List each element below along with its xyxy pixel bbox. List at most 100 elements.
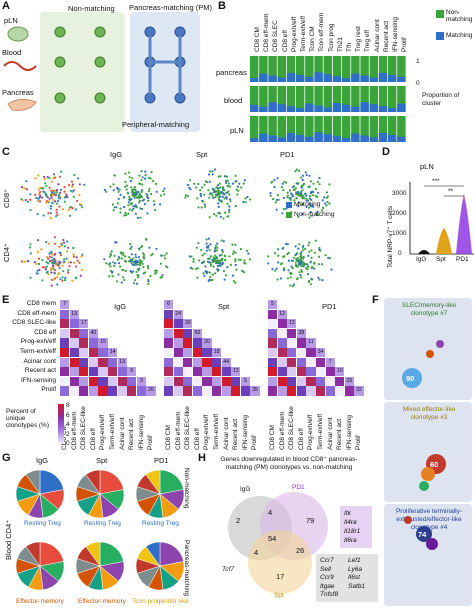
umap-point	[309, 211, 312, 214]
umap-point	[126, 191, 129, 194]
b-col-15: IFN-sensing	[392, 16, 399, 52]
b-bar-nm-1-10	[342, 86, 351, 112]
umap-point	[136, 276, 140, 279]
umap-point	[324, 254, 327, 257]
umap-point	[273, 179, 276, 182]
umap-point	[301, 249, 304, 252]
e-cell	[79, 376, 89, 386]
umap-point	[305, 194, 308, 197]
umap-point	[66, 240, 69, 243]
b-col-13: Acinar cont	[373, 19, 381, 52]
e-cell	[164, 376, 174, 386]
b-bar-nm-2-11	[351, 116, 360, 142]
umap-point	[282, 269, 285, 272]
umap-point	[35, 262, 38, 265]
umap-point	[125, 184, 128, 187]
umap-point	[153, 203, 156, 206]
umap-point	[122, 269, 125, 272]
umap-point	[125, 213, 128, 217]
umap-point	[159, 203, 162, 206]
umap-point	[58, 267, 61, 270]
e-cell: 44	[221, 357, 231, 367]
umap-point	[105, 262, 108, 265]
umap-point	[69, 189, 72, 192]
umap-point	[200, 248, 203, 252]
pie-slice	[25, 469, 41, 495]
umap-point	[37, 257, 41, 260]
umap-point	[103, 258, 106, 261]
e-cell	[173, 348, 183, 358]
umap-point	[65, 257, 68, 260]
umap-point	[314, 239, 317, 242]
umap-point	[141, 252, 145, 255]
e-cell	[98, 348, 108, 358]
umap-point	[307, 273, 310, 276]
umap-point	[290, 265, 293, 268]
b-bar-nm-1-7	[314, 86, 323, 112]
umap-point	[309, 283, 312, 286]
umap-point	[214, 254, 217, 257]
e-cell	[192, 357, 202, 367]
umap-point	[209, 264, 212, 267]
umap-point	[208, 249, 211, 252]
e-cell	[164, 338, 174, 348]
umap-point	[72, 253, 75, 256]
e-cell	[268, 328, 278, 338]
e-cell	[69, 357, 79, 367]
umap-point	[302, 195, 305, 198]
umap-point	[222, 240, 225, 243]
umap-point	[68, 214, 71, 217]
e-col-1-3: CD8 eff	[193, 428, 201, 450]
e-cell: 10	[335, 367, 345, 377]
e-cell	[268, 338, 278, 348]
b-bar-m-2-16	[397, 136, 406, 142]
e-cell	[79, 386, 89, 396]
e-cell	[325, 386, 335, 396]
umap-point	[42, 214, 45, 217]
umap-point	[149, 274, 152, 278]
umap-point	[47, 257, 50, 260]
umap-point	[207, 237, 210, 240]
umap-point	[50, 271, 53, 274]
umap-point	[271, 268, 274, 271]
row-pln: pLN	[230, 126, 244, 135]
umap-point	[129, 270, 132, 273]
umap-point	[321, 263, 324, 266]
umap-point	[225, 191, 228, 194]
umap-point	[54, 268, 57, 271]
b-bar-nm-0-4	[286, 56, 296, 82]
umap-point	[134, 256, 138, 259]
umap-point	[239, 258, 242, 261]
umap-point	[209, 170, 212, 173]
umap-point	[103, 188, 106, 191]
umap-point	[50, 267, 53, 270]
umap-point	[298, 258, 302, 261]
umap-point	[318, 255, 321, 258]
umap-point	[302, 244, 305, 248]
umap-point	[217, 202, 220, 205]
umap-point	[231, 243, 234, 246]
e-col-0-2: CD8 SLEC-like	[80, 406, 88, 450]
e-cell: 7	[60, 300, 70, 310]
umap-point	[78, 261, 81, 264]
b-bar-m-1-12	[360, 102, 369, 112]
umap-point	[299, 274, 302, 277]
umap-point	[217, 175, 220, 178]
umap-point	[136, 273, 139, 277]
umap-point	[143, 203, 147, 206]
umap-point	[291, 267, 294, 270]
b-bar-m-0-1	[259, 73, 268, 82]
umap-point	[67, 208, 70, 212]
e-cell	[335, 386, 345, 396]
umap-point	[53, 253, 56, 256]
umap-point	[38, 268, 41, 271]
b-bar-nm-1-4	[286, 86, 296, 112]
b-col-9: Th21	[336, 37, 344, 52]
e-cell	[60, 338, 70, 348]
umap-point	[212, 265, 215, 268]
b-bar-m-1-14	[378, 106, 388, 112]
umap-point	[242, 200, 245, 204]
umap-point	[203, 193, 206, 196]
umap-point	[53, 272, 57, 275]
e-cell	[316, 376, 326, 386]
